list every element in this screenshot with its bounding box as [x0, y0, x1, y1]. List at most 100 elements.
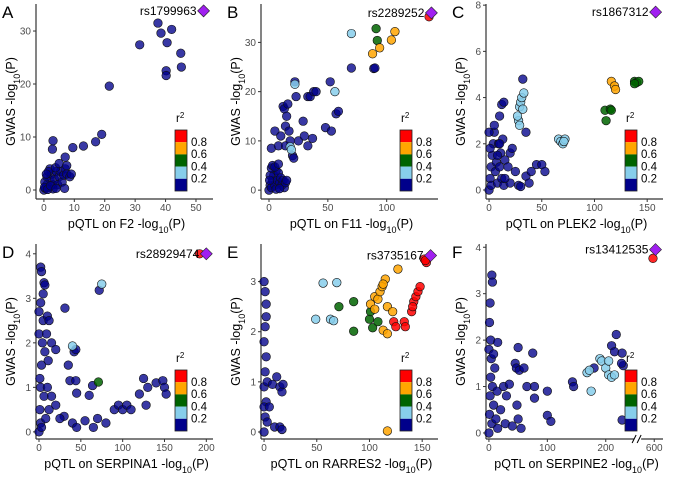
- panel-letter: F: [452, 243, 462, 262]
- legend-title-sup: 2: [180, 351, 185, 360]
- legend-title-sup: 2: [405, 111, 410, 120]
- y-axis-title-main: GWAS -log: [4, 84, 18, 146]
- data-point: [276, 131, 286, 141]
- legend-title-sup: 2: [630, 111, 635, 120]
- data-point: [264, 402, 274, 412]
- data-point: [36, 298, 46, 308]
- legend-title-main: r: [401, 113, 405, 125]
- panel-letter: B: [227, 3, 238, 22]
- data-point: [282, 175, 292, 185]
- y-tick-label: 2: [475, 336, 481, 347]
- data-point: [629, 79, 640, 89]
- data-point: [490, 363, 500, 373]
- legend-label: 0.4: [641, 161, 658, 173]
- x-tick-label: 0: [36, 443, 42, 454]
- legend-frame: [174, 369, 188, 432]
- data-point: [569, 381, 579, 392]
- data-point: [286, 145, 296, 155]
- data-point: [97, 129, 107, 139]
- legend-label: 0.2: [416, 174, 432, 186]
- legend-swatch: [175, 370, 187, 383]
- data-point: [97, 279, 107, 289]
- legend-label: 0.4: [641, 401, 658, 413]
- data-point: [59, 183, 70, 194]
- x-axis-title-end: (P): [192, 457, 209, 471]
- data-point: [586, 386, 596, 396]
- data-point: [346, 28, 356, 39]
- data-point: [88, 422, 98, 433]
- lead-snp-diamond: [649, 5, 663, 19]
- data-point: [311, 87, 321, 97]
- data-point: [318, 278, 328, 288]
- data-point: [346, 63, 356, 73]
- data-point: [134, 389, 144, 399]
- data-point: [261, 299, 271, 309]
- data-point: [492, 150, 503, 160]
- y-axis-title-main: GWAS -log: [4, 324, 18, 386]
- legend-label: 0.8: [641, 377, 657, 389]
- axis-break-gap: [634, 435, 642, 443]
- legend-swatch: [175, 130, 187, 143]
- data-point: [371, 24, 381, 34]
- x-axis-title-end: (P): [642, 457, 659, 471]
- data-point: [67, 341, 78, 351]
- data-point: [484, 428, 494, 438]
- x-axis-title-main: pQTL on F2 -log: [68, 217, 159, 231]
- x-tick-label: 30: [130, 203, 142, 214]
- legend-swatch: [175, 178, 187, 191]
- legend-title: r2: [176, 111, 185, 126]
- lead-snp-diamond: [424, 6, 438, 20]
- x-tick-label: 100: [361, 443, 378, 454]
- data-point: [493, 337, 503, 348]
- x-tick-label: 40: [160, 203, 172, 214]
- x-axis-title: pQTL on RARRES2 -log10(P): [271, 457, 433, 475]
- data-point: [176, 48, 186, 58]
- legend-label: 0.2: [641, 414, 657, 426]
- data-point: [400, 322, 410, 332]
- data-point: [48, 136, 58, 146]
- y-tick-label: 2: [25, 338, 31, 349]
- x-axis-title-main: pQTL on RARRES2 -log: [271, 457, 406, 471]
- y-axis-title-main: GWAS -log: [229, 324, 243, 386]
- legend-swatch: [400, 394, 412, 407]
- data-point: [487, 277, 498, 287]
- x-axis-title-sub: 10: [182, 465, 192, 475]
- data-point: [284, 126, 294, 136]
- data-point: [46, 391, 57, 401]
- data-point: [604, 356, 614, 366]
- lead-snp-label: rs2289252: [368, 6, 425, 20]
- data-point: [162, 38, 172, 48]
- legend-title: r2: [401, 111, 410, 126]
- data-point: [303, 141, 313, 151]
- data-point: [601, 116, 611, 126]
- legend-swatch: [625, 394, 637, 407]
- x-tick-label: 200: [597, 443, 614, 454]
- y-tick-label: 20: [245, 87, 257, 98]
- data-point: [504, 379, 514, 389]
- y-axis-title-sub: 10: [12, 314, 22, 324]
- data-point: [518, 74, 528, 84]
- data-point: [616, 358, 627, 368]
- legend-swatch: [400, 166, 412, 179]
- legend-label: 0.8: [191, 377, 207, 389]
- legend-label: 0.8: [416, 137, 432, 149]
- data-point: [540, 166, 550, 177]
- data-point: [512, 400, 522, 410]
- data-point: [273, 159, 284, 169]
- data-point: [51, 400, 61, 410]
- data-point: [277, 424, 287, 435]
- legend-frame: [174, 129, 188, 192]
- y-axis-title: GWAS -log10(P): [4, 57, 22, 146]
- data-point: [36, 422, 47, 433]
- data-point: [307, 133, 318, 144]
- y-tick-label: 6: [475, 47, 481, 58]
- data-point: [289, 153, 299, 163]
- y-axis-title-main: GWAS -log: [454, 324, 468, 386]
- x-axis-title: pQTL on F2 -log10(P): [68, 217, 185, 235]
- data-point: [492, 386, 502, 396]
- legend-swatch: [175, 418, 187, 431]
- y-tick-label: 3: [25, 294, 31, 305]
